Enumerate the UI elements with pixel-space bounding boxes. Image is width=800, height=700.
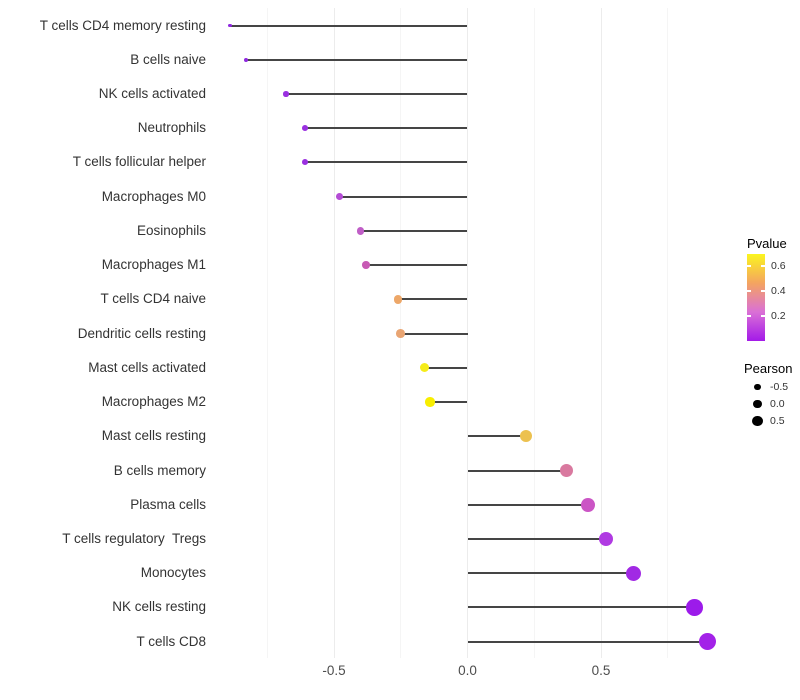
y-axis-label: NK cells activated — [98, 85, 206, 101]
lollipop-stem — [467, 606, 695, 609]
data-point — [335, 193, 343, 201]
lollipop-stem — [467, 640, 708, 643]
lollipop-stem — [360, 229, 468, 232]
colorbar-tick-mark — [747, 315, 751, 318]
colorbar-tick-mark — [761, 290, 765, 293]
x-axis-tick-label: 0.0 — [458, 663, 477, 678]
lollipop-stem — [467, 503, 588, 506]
data-point — [362, 261, 370, 269]
colorbar-tick-mark — [761, 265, 765, 268]
lollipop-stem — [339, 195, 468, 198]
colorbar-tick-mark — [747, 290, 751, 293]
data-point — [396, 329, 406, 338]
lollipop-stem — [229, 24, 468, 27]
data-point — [301, 125, 308, 132]
colorbar-tick-label: 0.4 — [771, 285, 786, 298]
lollipop-stem — [285, 92, 468, 95]
lollipop-stem — [467, 469, 567, 472]
x-axis-tick-label: 0.5 — [591, 663, 611, 678]
y-axis-label: Mast cells activated — [88, 359, 206, 375]
data-point — [625, 565, 641, 581]
pvalue-legend-title: Pvalue — [747, 236, 787, 251]
y-axis-label: T cells CD4 memory resting — [39, 17, 206, 33]
lollipop-stem — [467, 435, 527, 438]
colorbar-tick-mark — [761, 315, 765, 318]
data-point — [686, 599, 703, 616]
data-point — [243, 57, 248, 62]
lollipop-stem — [424, 366, 468, 369]
data-point — [520, 430, 533, 443]
lollipop-stem — [304, 161, 468, 164]
y-axis-label: Plasma cells — [130, 496, 206, 512]
y-axis-label: Monocytes — [140, 565, 206, 581]
lollipop-stem — [366, 264, 468, 267]
colorbar-tick-label: 0.2 — [771, 310, 786, 323]
pearson-key-dot — [752, 415, 763, 427]
lollipop-stem — [400, 332, 468, 335]
minor-gridline — [266, 8, 268, 658]
data-point — [425, 397, 435, 407]
data-point — [301, 159, 308, 166]
colorbar-tick-mark — [747, 265, 751, 268]
pearson-key-label: -0.5 — [770, 381, 789, 393]
pearson-key-label: 0.5 — [770, 415, 785, 427]
lollipop-stem — [467, 538, 607, 541]
y-axis-label: Macrophages M0 — [101, 188, 206, 204]
y-axis-label: T cells CD4 naive — [100, 291, 206, 307]
pearson-legend-title: Pearson — [744, 361, 793, 376]
data-point — [699, 633, 717, 651]
y-axis-label: Mast cells resting — [101, 428, 206, 444]
minor-gridline — [533, 8, 535, 658]
major-gridline — [467, 8, 468, 658]
pearson-key-dot — [754, 383, 761, 391]
y-axis-label: B cells memory — [113, 462, 206, 478]
lollipop-stem — [430, 401, 468, 404]
major-gridline — [600, 8, 602, 658]
x-axis-tick-label: -0.5 — [322, 663, 346, 678]
y-axis-label: Macrophages M2 — [101, 394, 206, 410]
data-point — [420, 363, 430, 373]
y-axis-label: B cells naive — [130, 51, 206, 67]
data-point — [283, 91, 289, 97]
pvalue-colorbar — [747, 254, 765, 341]
lollipop-stem — [304, 127, 468, 130]
lollipop-stem — [467, 572, 634, 575]
data-point — [393, 295, 403, 304]
data-point — [580, 497, 595, 512]
y-axis-label: Neutrophils — [137, 120, 206, 136]
y-axis-label: NK cells resting — [112, 599, 206, 615]
y-axis-label: T cells CD8 — [136, 633, 206, 649]
data-point — [356, 227, 365, 235]
lollipop-stem — [245, 58, 468, 61]
data-point — [599, 531, 614, 547]
y-axis-label: T cells follicular helper — [72, 154, 206, 170]
y-axis-label: Dendritic cells resting — [77, 325, 206, 341]
data-point — [559, 463, 573, 478]
y-axis-label: T cells regulatory Tregs — [62, 531, 206, 547]
data-point — [227, 23, 232, 28]
y-axis-label: Eosinophils — [136, 222, 206, 238]
lollipop-stem — [398, 298, 468, 301]
major-gridline — [333, 8, 335, 658]
pearson-key-label: 0.0 — [770, 398, 785, 410]
colorbar-tick-label: 0.6 — [771, 260, 786, 273]
minor-gridline — [667, 8, 669, 658]
y-axis-label: Macrophages M1 — [101, 257, 206, 273]
pearson-key-dot — [753, 399, 762, 409]
